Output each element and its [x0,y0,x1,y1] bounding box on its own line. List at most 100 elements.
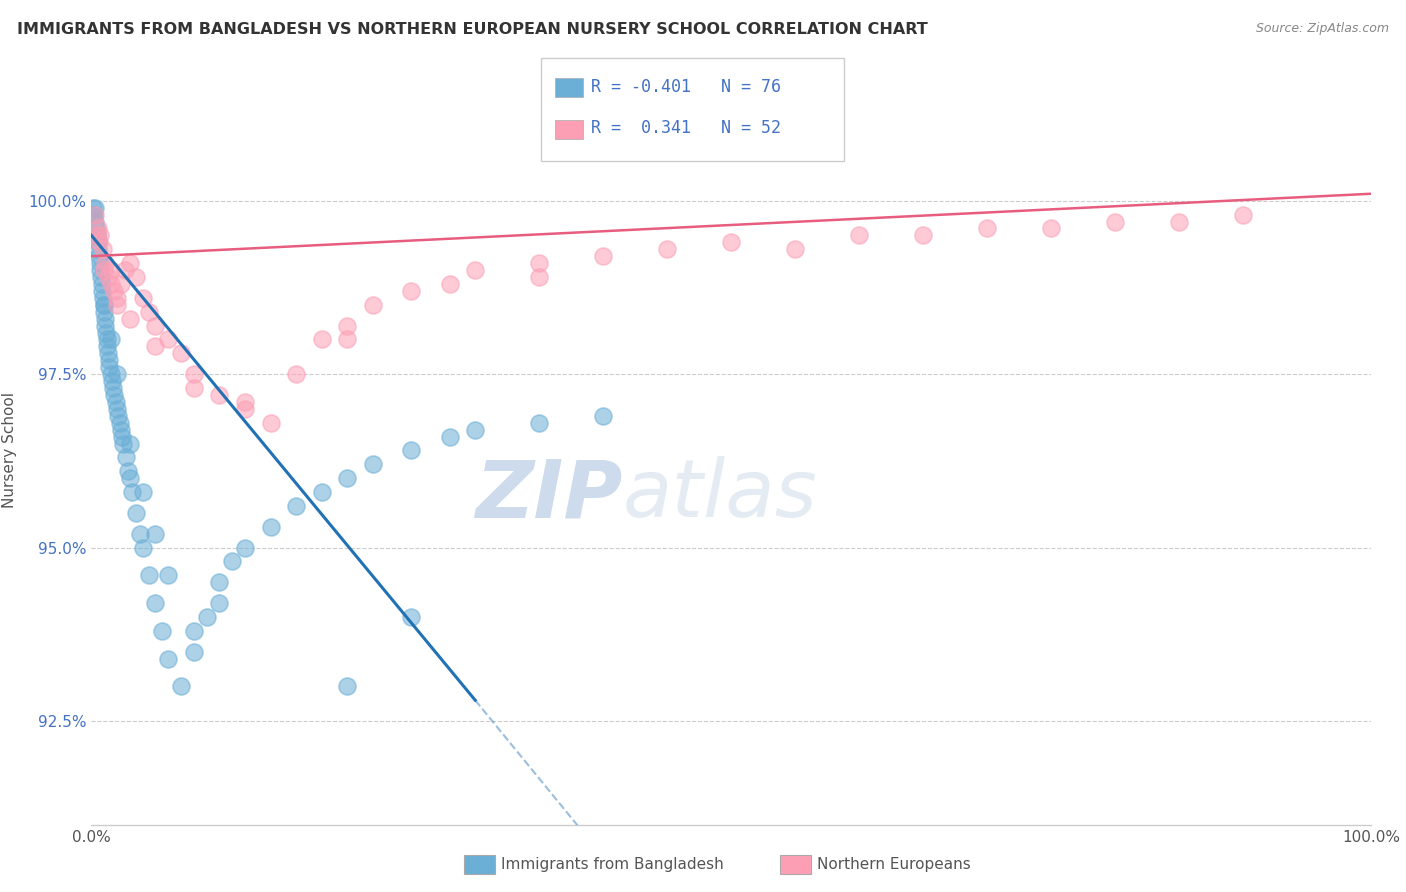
Point [208,575,231,590]
Point [108,416,131,430]
Text: ZIP: ZIP [475,457,623,534]
Point [110,423,132,437]
Point [848,228,870,243]
Point [96,333,118,347]
Point [93,263,115,277]
Point [97,270,120,285]
Point [98,360,121,375]
Point [118,256,141,270]
Point [183,367,205,381]
Point [221,554,243,568]
Text: atlas: atlas [623,457,817,534]
Point [105,367,128,381]
Point [311,333,333,347]
Point [145,339,166,353]
Point [84,221,107,235]
Point [93,298,115,312]
Point [911,228,934,243]
Point [145,526,166,541]
Point [138,304,160,318]
Text: Immigrants from Bangladesh: Immigrants from Bangladesh [501,857,723,871]
Text: R = -0.401   N = 76: R = -0.401 N = 76 [591,78,780,95]
Point [107,409,129,423]
Point [82,208,104,222]
Point [285,499,308,513]
Point [361,298,384,312]
Point [195,610,218,624]
Point [115,450,138,465]
Point [720,235,742,250]
Point [103,284,125,298]
Point [100,333,122,347]
Point [259,520,281,534]
Point [131,541,153,555]
Point [336,471,359,485]
Point [118,311,141,326]
Point [259,416,281,430]
Point [121,485,143,500]
Point [117,464,139,478]
Text: R =  0.341   N = 52: R = 0.341 N = 52 [591,120,780,137]
Point [118,471,141,485]
Point [111,429,134,443]
Point [83,201,105,215]
Point [84,214,107,228]
Point [86,228,108,243]
Point [157,333,180,347]
Point [145,596,166,610]
Point [112,436,135,450]
Point [655,242,678,256]
Point [145,318,166,333]
Point [87,235,110,250]
Point [785,242,807,256]
Point [336,318,359,333]
Point [150,624,173,638]
Point [84,208,107,222]
Point [93,298,115,312]
Point [103,388,125,402]
Point [94,318,117,333]
Point [100,277,122,291]
Point [87,235,110,250]
Point [592,409,614,423]
Point [1104,214,1126,228]
Point [464,423,486,437]
Point [592,249,614,263]
Point [97,353,120,368]
Point [125,270,148,285]
Point [529,270,551,285]
Point [439,429,461,443]
Point [97,346,120,360]
Point [131,291,153,305]
Point [96,339,118,353]
Point [208,596,231,610]
Point [1232,208,1254,222]
Point [94,256,117,270]
Point [157,568,180,582]
Point [1167,214,1189,228]
Point [529,256,551,270]
Point [183,381,205,395]
Point [114,263,136,277]
Point [94,311,117,326]
Point [131,485,153,500]
Point [129,526,152,541]
Point [183,645,205,659]
Point [105,291,128,305]
Point [86,228,108,243]
Point [336,679,359,693]
Point [101,374,124,388]
Point [285,367,308,381]
Point [336,333,359,347]
Point [529,416,551,430]
Point [91,291,114,305]
Point [105,401,128,416]
Point [83,208,105,222]
Text: Source: ZipAtlas.com: Source: ZipAtlas.com [1256,22,1389,36]
Point [90,270,112,285]
Point [399,284,422,298]
Point [86,228,108,243]
Point [105,298,128,312]
Point [439,277,461,291]
Point [101,381,124,395]
